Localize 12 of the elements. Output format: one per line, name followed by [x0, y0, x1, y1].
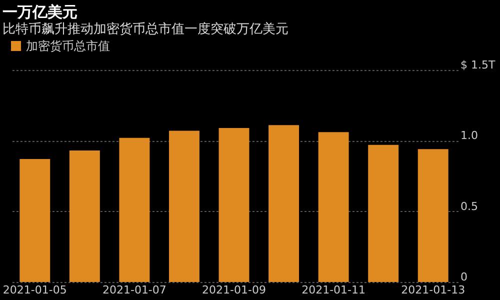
legend-label: 加密货币总市值	[26, 39, 110, 53]
x-tick-label: 2021-01-13	[401, 284, 466, 296]
chart-title: 一万亿美元	[2, 3, 78, 21]
y-tick-label: 0	[460, 270, 468, 284]
y-tick-label: 0.5	[460, 200, 478, 213]
y-tick-label: $ 1.5T	[460, 58, 496, 72]
chart-subtitle: 比特币飙升推动加密货币总市值一度突破万亿美元	[2, 21, 288, 37]
x-tick-label: 2021-01-11	[302, 284, 366, 296]
y-tick-label: 1.0	[460, 129, 478, 142]
x-tick-label: 2021-01-07	[102, 284, 166, 296]
x-tick-label: 2021-01-09	[202, 284, 266, 296]
x-tick-label: 2021-01-05	[2, 284, 67, 296]
